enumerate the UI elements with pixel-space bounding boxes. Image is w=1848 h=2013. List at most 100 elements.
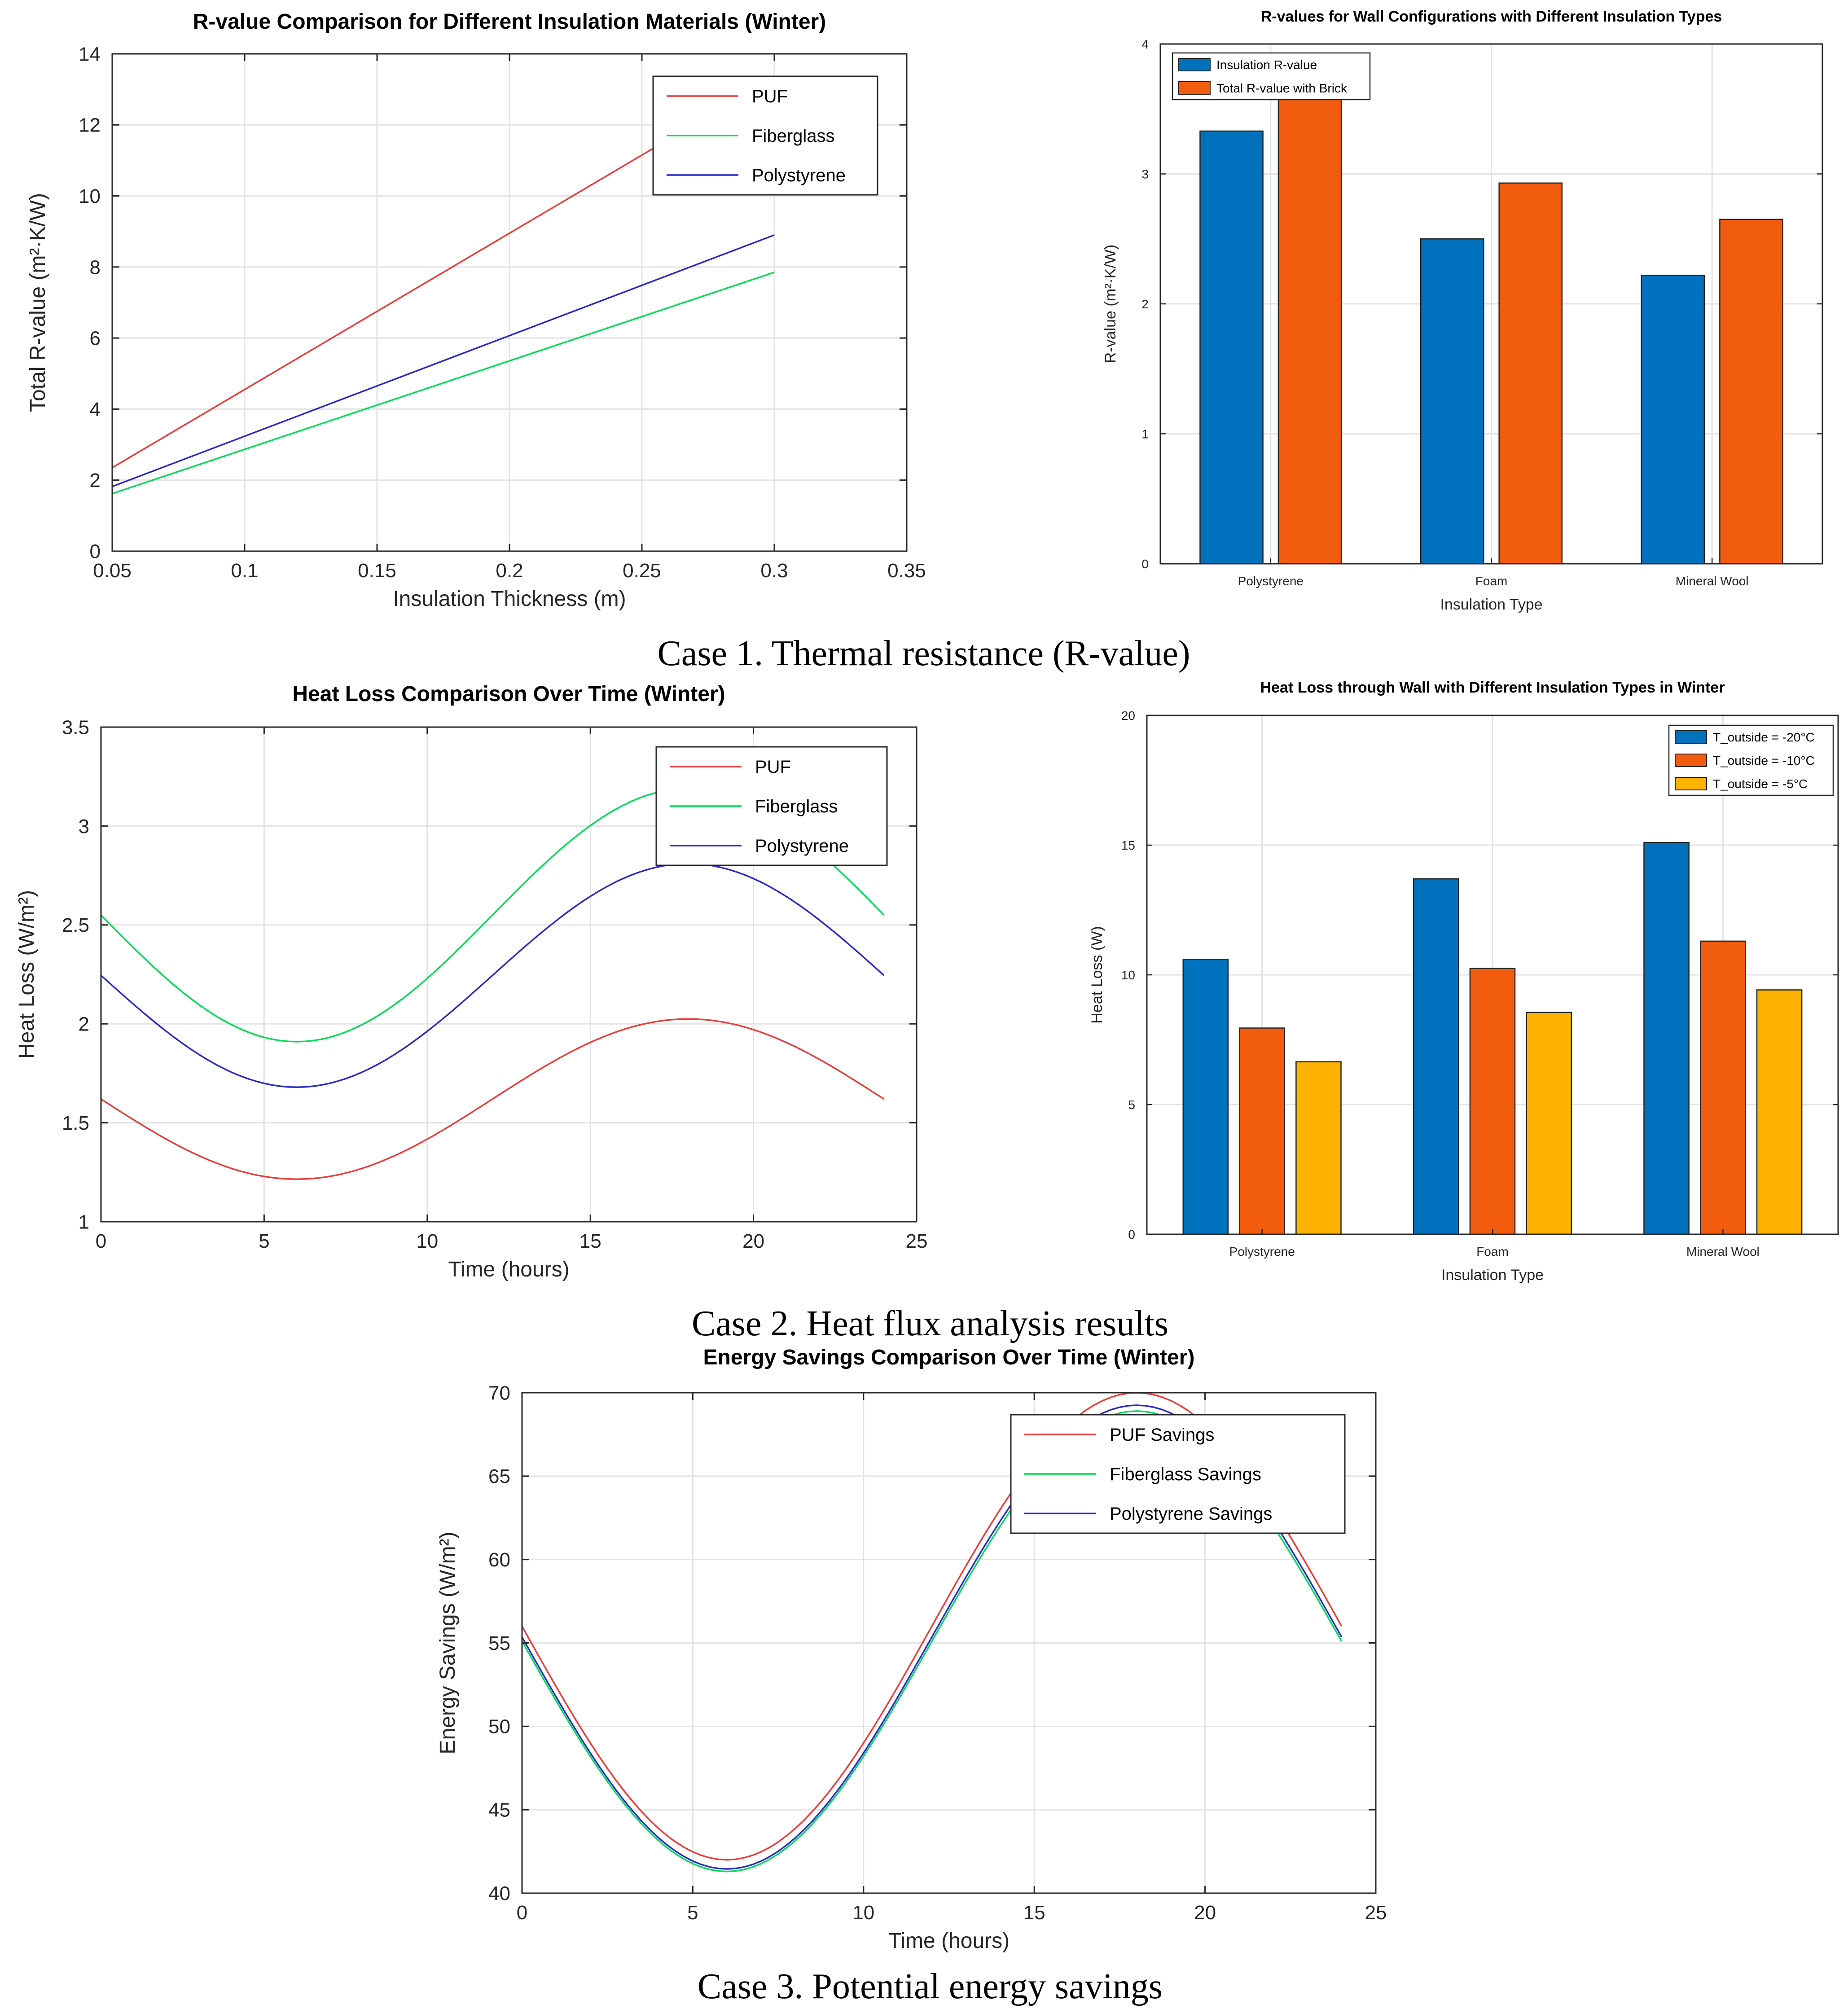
legend-swatch (1675, 754, 1707, 767)
x-tick-label: 5 (687, 1902, 698, 1924)
legend-label: Fiberglass (755, 797, 838, 816)
bar (1756, 989, 1803, 1235)
heat-loss-line-chart: 0 5 10 15 20 25 1 1.5 2 2.5 3 3.5 Heat Loss Comparis… (15, 682, 927, 1281)
legend-label: PUF (752, 87, 788, 106)
chart-title: Energy Savings Comparison Over Time (Win… (703, 1346, 1195, 1369)
x-tick-label: Foam (1476, 1245, 1509, 1259)
y-axis-label: Heat Loss (W) (1089, 926, 1106, 1023)
caption-case2: Case 2. Heat flux analysis results (692, 1304, 1168, 1343)
legend: PUF Fiberglass Polystyrene (655, 746, 888, 866)
chart-title: R-value Comparison for Different Insulat… (193, 10, 826, 34)
y-tick-label: 0 (1128, 1228, 1135, 1241)
x-tick-label: 10 (416, 1230, 438, 1252)
rvalue-line-chart: 0.05 0.1 0.15 0.2 0.25 0.3 0.35 0 2 4 6 8 10 12 14 R-va… (26, 10, 926, 611)
x-axis-label: Insulation Thickness (m) (393, 587, 626, 611)
y-tick-label: 65 (488, 1465, 510, 1487)
y-tick-label: 4 (90, 399, 101, 421)
y-tick-label: 55 (488, 1632, 510, 1654)
y-tick-label: 2 (1141, 297, 1149, 311)
legend: Insulation R-value Total R-value with Bri… (1172, 52, 1371, 101)
y-tick-label: 3 (1141, 167, 1149, 181)
y-tick-label: 70 (488, 1382, 510, 1404)
x-tick-label: 0.2 (496, 560, 523, 582)
x-tick-label: 10 (852, 1902, 874, 1924)
y-axis-label: Total R-value (m²·K/W) (26, 193, 50, 412)
x-tick-label: 25 (906, 1230, 928, 1252)
x-tick-label: 0.35 (887, 560, 926, 582)
y-tick-label: 15 (1121, 838, 1135, 852)
y-tick-label: 1.5 (62, 1112, 89, 1134)
legend-label: Polystyrene (755, 836, 849, 856)
ticks: 0.05 0.1 0.15 0.2 0.25 0.3 0.35 0 2 4 6 8 10 12 14 (79, 43, 926, 582)
bar (1700, 940, 1746, 1235)
bar (1643, 842, 1690, 1235)
legend: PUF Savings Fiberglass Savings Polystyrene… (1010, 1414, 1346, 1534)
bar (1719, 219, 1783, 565)
y-tick-label: 3 (79, 816, 89, 838)
chart-title: Heat Loss through Wall with Different In… (1260, 679, 1725, 696)
y-axis-label: R-value (m²·K/W) (1102, 245, 1119, 363)
y-tick-label: 0 (90, 540, 101, 562)
legend-label: PUF Savings (1110, 1425, 1214, 1445)
y-tick-label: 45 (488, 1799, 510, 1821)
y-tick-label: 50 (488, 1716, 510, 1738)
legend-swatch (1675, 730, 1707, 744)
ticks: Polystyrene Foam Mineral Wool 0 1 2 3 4 (1141, 37, 1822, 588)
legend-swatch (1675, 777, 1707, 790)
legend-label: Polystyrene Savings (1110, 1504, 1272, 1524)
legend-label: T_outside = -20°C (1713, 730, 1815, 744)
y-tick-label: 5 (1128, 1098, 1135, 1112)
chart-title: R-values for Wall Configurations with Di… (1261, 8, 1722, 25)
bar (1526, 1012, 1572, 1235)
y-tick-label: 2 (79, 1013, 89, 1035)
ticks: 0 5 10 15 20 25 1 1.5 2 2.5 3 3.5 (62, 716, 928, 1252)
y-tick-label: 1 (1141, 427, 1149, 441)
y-tick-label: 3.5 (62, 716, 89, 738)
ticks: 0 5 10 15 20 25 40 45 50 55 60 65 70 (488, 1382, 1387, 1924)
heat-loss-bar-chart: Polystyrene Foam Mineral Wool 0 5 10 15 20 Heat … (1089, 679, 1839, 1284)
legend-label: T_outside = -5°C (1713, 777, 1808, 791)
bar (1182, 959, 1229, 1235)
bar (1199, 130, 1264, 565)
y-tick-label: 2 (90, 469, 101, 491)
energy-savings-line-chart: 0 5 10 15 20 25 40 45 50 55 60 65 70 Energy Savings C… (436, 1346, 1387, 1953)
y-tick-label: 2.5 (62, 914, 89, 936)
y-tick-label: 20 (1121, 709, 1135, 723)
x-tick-label: 0.25 (623, 560, 661, 582)
x-tick-label: 0.3 (760, 560, 788, 582)
y-axis-label: Heat Loss (W/m²) (15, 890, 39, 1059)
y-tick-label: 6 (90, 328, 101, 350)
y-tick-label: 1 (79, 1211, 89, 1233)
x-tick-label: 0.05 (93, 560, 132, 582)
rvalue-bar-chart: Polystyrene Foam Mineral Wool 0 1 2 3 4 R-values… (1102, 8, 1823, 613)
legend-label: Fiberglass Savings (1110, 1465, 1261, 1484)
legend-label: Total R-value with Brick (1216, 81, 1348, 95)
x-axis-label: Time (hours) (448, 1258, 569, 1281)
x-tick-label: Polystyrene (1229, 1245, 1295, 1259)
y-tick-label: 10 (1121, 968, 1135, 982)
y-tick-label: 0 (1141, 557, 1149, 571)
x-axis-label: Insulation Type (1440, 596, 1542, 613)
chart-title: Heat Loss Comparison Over Time (Winter) (292, 682, 725, 706)
y-tick-label: 40 (488, 1882, 510, 1904)
x-tick-label: 5 (259, 1230, 269, 1252)
legend-label: Fiberglass (752, 126, 835, 146)
bar (1413, 878, 1459, 1235)
x-tick-label: 20 (1194, 1902, 1216, 1924)
legend: T_outside = -20°C T_outside = -10°C T_outs… (1668, 724, 1834, 796)
x-tick-label: Mineral Wool (1686, 1245, 1760, 1259)
bar (1641, 275, 1705, 565)
x-tick-label: 20 (742, 1230, 764, 1252)
y-tick-label: 4 (1141, 37, 1149, 51)
bar (1420, 238, 1484, 565)
legend-swatch (1178, 58, 1211, 71)
x-tick-label: 0.15 (358, 560, 396, 582)
x-tick-label: 0 (96, 1230, 106, 1252)
legend-label: PUF (755, 757, 791, 777)
x-tick-label: 15 (579, 1230, 601, 1252)
legend: PUF Fiberglass Polystyrene (652, 75, 878, 196)
x-tick-label: Polystyrene (1238, 574, 1304, 588)
y-tick-label: 8 (90, 256, 101, 278)
legend-label: Polystyrene (752, 166, 846, 185)
